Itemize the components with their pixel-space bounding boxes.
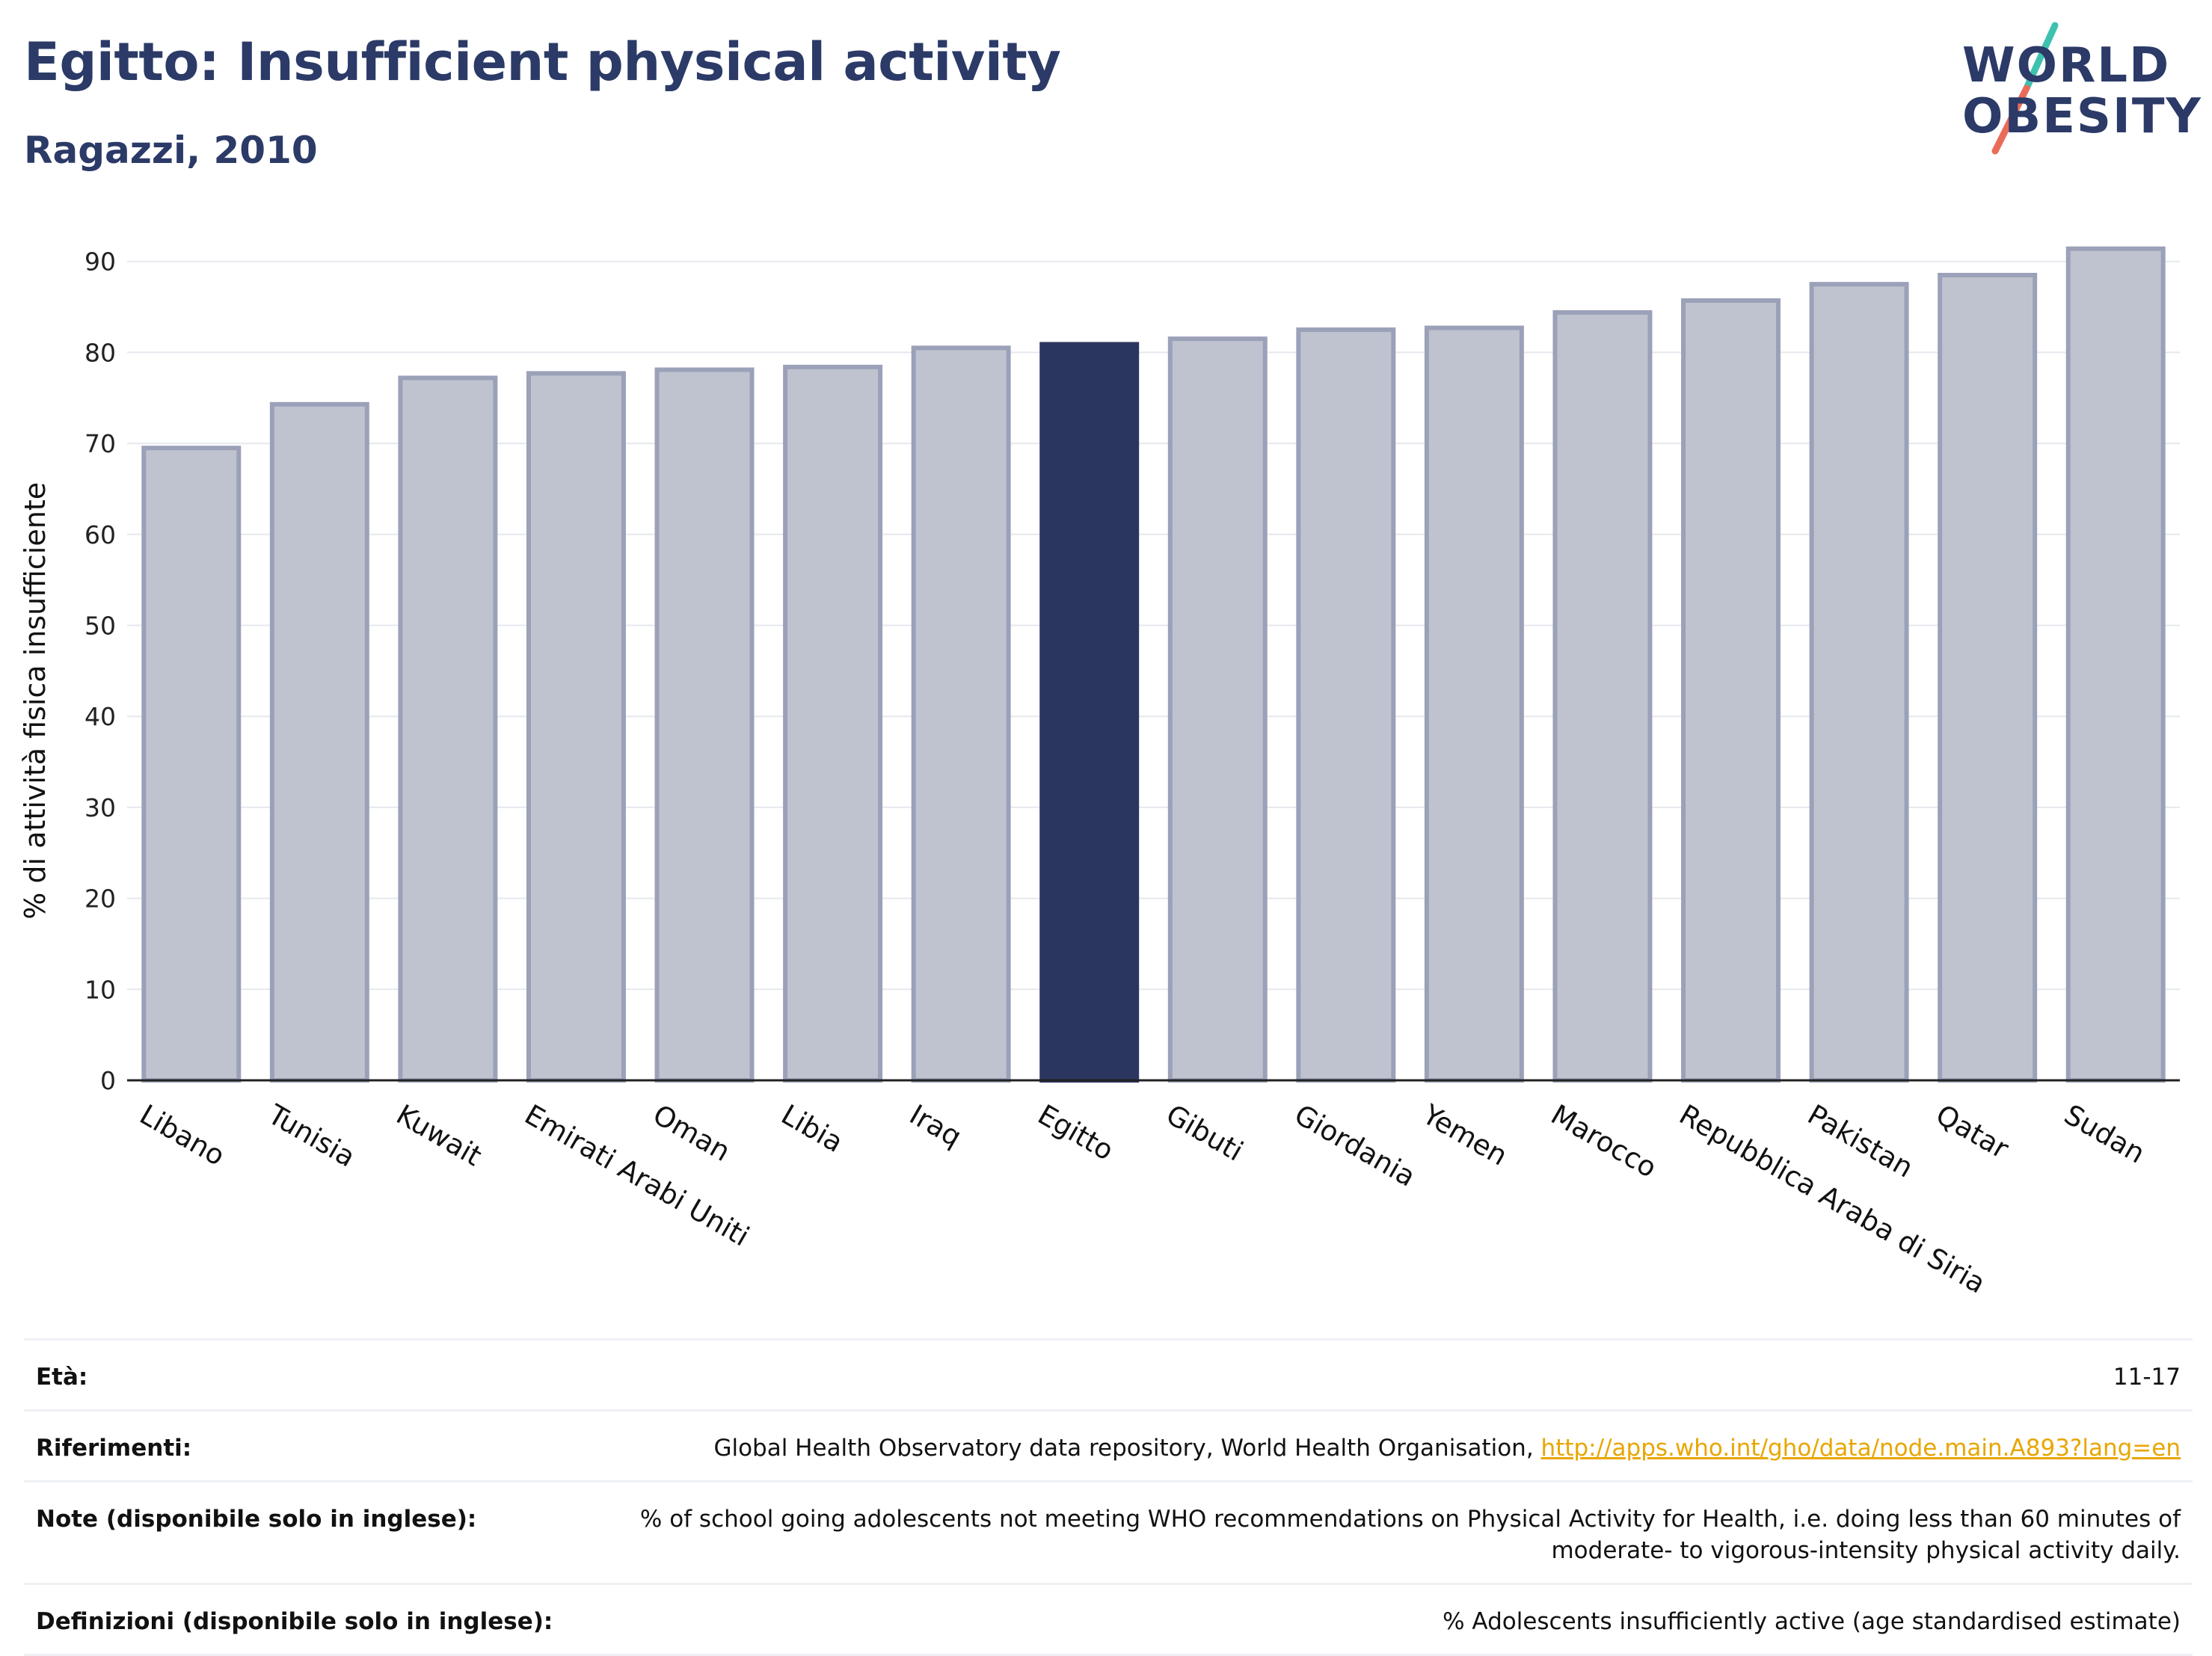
- info-value-references: Global Health Observatory data repositor…: [713, 1432, 2181, 1464]
- y-tick-label: 70: [85, 429, 116, 458]
- chart-title: Egitto: Insufficient physical activity: [24, 31, 1061, 93]
- bar-giordania: [1296, 327, 1396, 1083]
- info-label-notes: Note (disponibile solo in inglese):: [36, 1506, 477, 1533]
- x-tick-label: Libia: [775, 1098, 848, 1159]
- bar-iraq: [911, 345, 1011, 1083]
- bar-marocco: [1552, 310, 1653, 1083]
- bar-kuwait: [398, 375, 498, 1083]
- x-tick-label: Oman: [648, 1098, 736, 1168]
- x-tick-label: Pakistan: [1802, 1098, 1919, 1184]
- bar-libia: [783, 364, 883, 1083]
- x-tick-label: Egitto: [1033, 1098, 1119, 1167]
- bar-chart: 0 10 20 30 40 50 60 70 80 90 Libano Tunisia Kuwait E…: [19, 246, 2180, 1300]
- info-label-age: Età:: [36, 1364, 88, 1391]
- x-tick-label: Yemen: [1416, 1098, 1513, 1172]
- info-label-references: Riferimenti:: [36, 1435, 192, 1462]
- y-axis-ticks: 0 10 20 30 40 50 60 70 80 90: [85, 247, 116, 1095]
- info-table: Età: 11-17 Riferimenti: Global Health Ob…: [24, 1338, 2193, 1656]
- info-row-references: Riferimenti: Global Health Observatory d…: [24, 1409, 2193, 1480]
- bar-tunisia: [269, 401, 369, 1083]
- y-axis-title: % di attività fisica insufficiente: [19, 482, 52, 920]
- info-value-age: 11-17: [2113, 1364, 2181, 1391]
- y-tick-label: 60: [85, 520, 116, 550]
- references-text: Global Health Observatory data repositor…: [713, 1435, 1541, 1462]
- y-tick-label: 50: [85, 612, 116, 641]
- x-tick-label: Gibuti: [1161, 1098, 1248, 1168]
- y-tick-label: 80: [85, 338, 116, 367]
- logo-line2: OBESITY: [1962, 89, 2202, 144]
- x-tick-label: Emirati Arabi Uniti: [519, 1098, 755, 1252]
- y-tick-label: 40: [85, 702, 116, 731]
- bar-yemen: [1424, 325, 1524, 1083]
- x-axis-labels: Libano Tunisia Kuwait Emirati Arabi UnitiOm…: [135, 1098, 2151, 1300]
- x-tick-label: Iraq: [904, 1098, 967, 1153]
- world-obesity-logo: WORLD OBESITY: [1944, 19, 2202, 161]
- x-tick-label: Tunisia: [262, 1098, 360, 1174]
- references-link[interactable]: http://apps.who.int/gho/data/node.main.A…: [1540, 1435, 2181, 1462]
- bar-libano: [141, 446, 242, 1083]
- bar-emirati-arabi-uniti: [526, 371, 626, 1083]
- bar-pakistan: [1809, 282, 1909, 1083]
- bar-qatar: [1938, 272, 2038, 1083]
- bars: [141, 246, 2166, 1083]
- info-row-definitions: Definizioni (disponibile solo in inglese…: [24, 1583, 2193, 1656]
- info-value-notes: % of school going adolescents not meetin…: [639, 1506, 2181, 1564]
- info-value-definitions: % Adolescents insufficiently active (age…: [1443, 1608, 2181, 1635]
- x-tick-label: Libano: [135, 1098, 230, 1172]
- x-tick-label: Marocco: [1546, 1098, 1662, 1184]
- x-tick-label: Giordania: [1289, 1098, 1421, 1193]
- y-tick-label: 90: [85, 247, 116, 277]
- y-tick-label: 10: [85, 975, 116, 1004]
- x-tick-label: Kuwait: [391, 1098, 488, 1172]
- x-tick-label: Sudan: [2059, 1098, 2150, 1170]
- info-row-notes: Note (disponibile solo in inglese): % of…: [24, 1480, 2193, 1583]
- y-tick-label: 20: [85, 884, 116, 914]
- logo-line1: WORLD: [1962, 38, 2171, 93]
- bar-oman: [654, 367, 755, 1083]
- bar-sudan: [2065, 246, 2166, 1083]
- chart-subtitle: Ragazzi, 2010: [24, 129, 318, 172]
- y-tick-label: 0: [100, 1066, 116, 1095]
- bar-repubblica-araba-di-siria: [1681, 298, 1781, 1083]
- bar-egitto: [1039, 342, 1140, 1083]
- bar-gibuti: [1167, 336, 1268, 1083]
- logo-slash-icon: [1991, 22, 2059, 155]
- info-row-age: Età: 11-17: [24, 1338, 2193, 1409]
- y-tick-label: 30: [85, 793, 116, 822]
- x-tick-label: Qatar: [1931, 1098, 2015, 1166]
- info-label-definitions: Definizioni (disponibile solo in inglese…: [36, 1608, 553, 1635]
